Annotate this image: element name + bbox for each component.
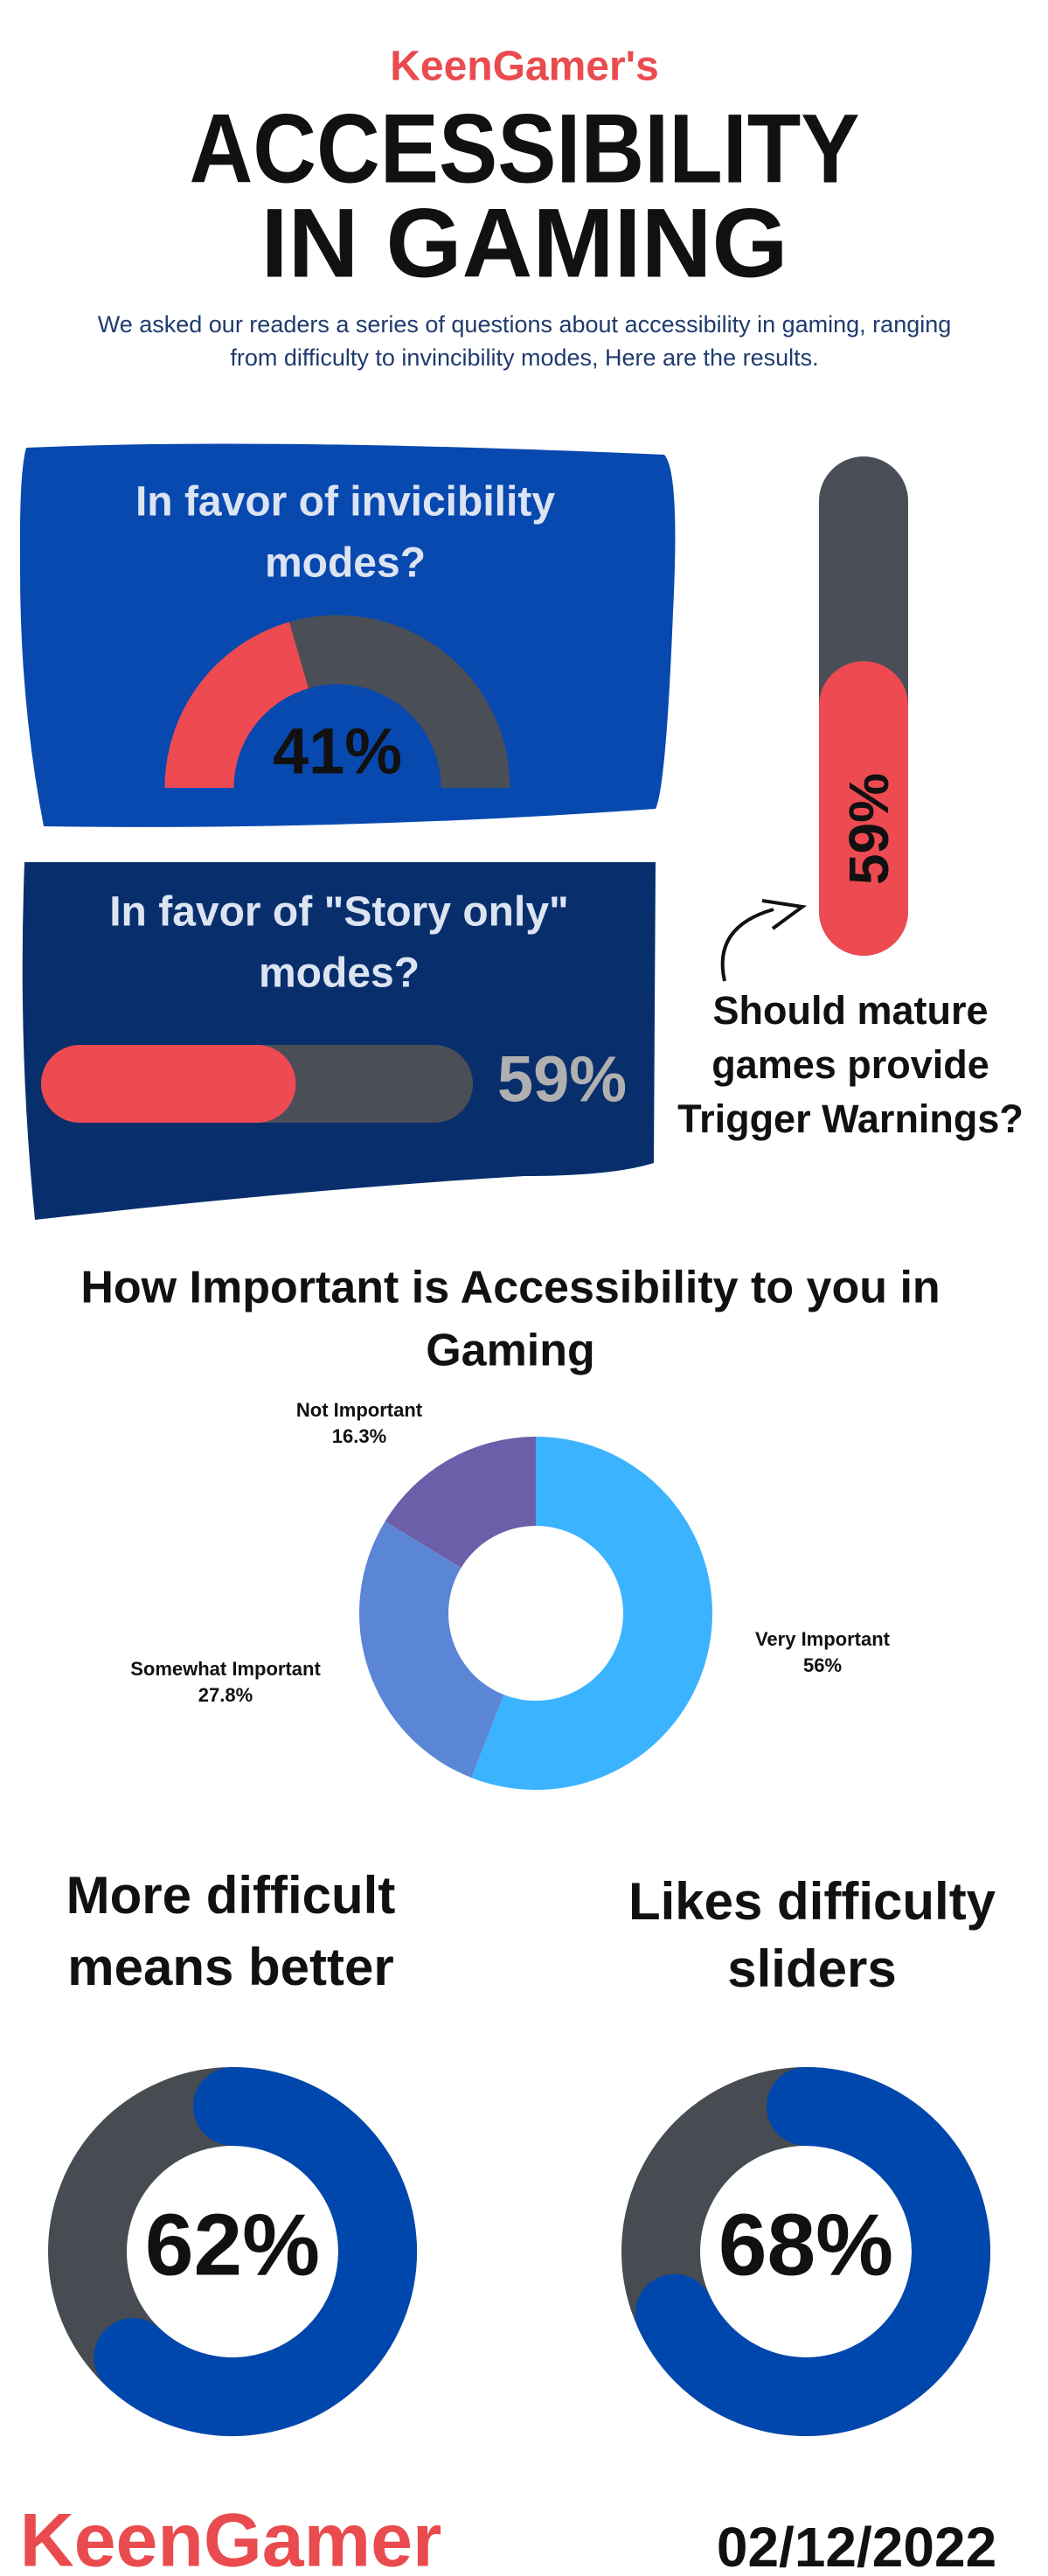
title-line: ACCESSIBILITY <box>190 94 860 204</box>
value-label: 59% <box>497 1043 627 1116</box>
panel <box>22 862 656 1220</box>
chart-title: In favor of invicibility <box>135 479 555 526</box>
chart-title: How Important is Accessibility to you in <box>80 1263 940 1313</box>
slice-label: Somewhat Important <box>130 1658 321 1680</box>
slice-value: 27.8% <box>198 1684 253 1706</box>
chart-title: means better <box>67 1938 393 1996</box>
donut-slice <box>359 1521 504 1779</box>
chart-title: sliders <box>727 1939 896 1998</box>
chart-title: Should mature <box>712 988 988 1033</box>
arrow <box>720 908 774 982</box>
donut-slice <box>385 1437 536 1568</box>
ring-value <box>94 2067 417 2436</box>
chart-title: More difficult <box>66 1866 396 1925</box>
chart-title: In favor of "Story only" <box>109 889 569 936</box>
value-label: 62% <box>145 2196 320 2294</box>
value-label: 59% <box>837 773 900 885</box>
footer-brand: KeenGamer <box>20 2499 442 2576</box>
chart-title: modes? <box>259 950 420 997</box>
bar-value <box>819 661 908 956</box>
ring-value <box>635 2067 990 2436</box>
bar-value <box>41 1045 296 1123</box>
arrow-head <box>761 899 808 930</box>
chart-title: modes? <box>265 540 426 587</box>
title-line: IN GAMING <box>261 189 788 298</box>
value-label: 41% <box>273 715 402 788</box>
slice-value: 16.3% <box>332 1425 386 1447</box>
value-label: 68% <box>718 2196 893 2294</box>
chart-title: Trigger Warnings? <box>677 1097 1024 1141</box>
chart-title: games provide <box>711 1042 989 1087</box>
brand: KeenGamer's <box>390 44 659 90</box>
gauge-value <box>164 622 309 790</box>
slice-label: Very Important <box>755 1628 891 1650</box>
chart-title: Gaming <box>426 1326 595 1376</box>
donut-slice <box>471 1437 713 1791</box>
chart-title: Likes difficulty <box>628 1872 996 1931</box>
slice-label: Not Important <box>296 1399 423 1421</box>
footer-date: 02/12/2022 <box>717 2516 996 2576</box>
subtitle-line: We asked our readers a series of questio… <box>98 311 952 338</box>
slice-value: 56% <box>803 1654 842 1676</box>
subtitle-line: from difficulty to invincibility modes, … <box>230 345 818 371</box>
